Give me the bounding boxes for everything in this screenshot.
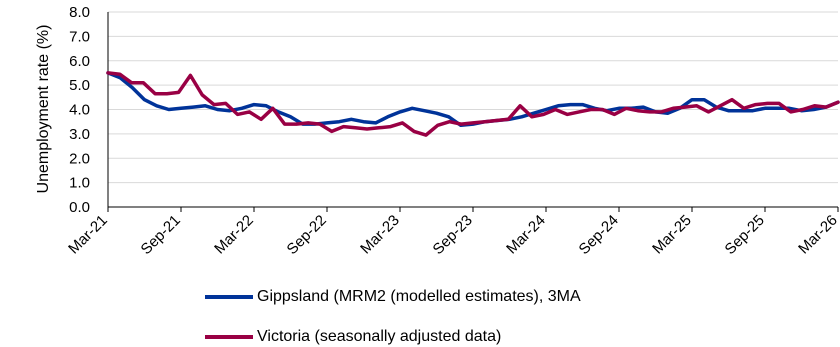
x-axis: Mar-21 Sep-21 Mar-22 Sep-22 Mar-23 Sep-23 Mar-… — [65, 206, 840, 258]
x-tick-label: Mar-26 — [795, 212, 840, 258]
y-tick-label: 3.0 — [69, 126, 90, 143]
legend-label-victoria: Victoria (seasonally adjusted data) — [257, 328, 502, 345]
series-line-gippsland — [106, 71, 840, 128]
gridlines — [108, 11, 838, 184]
x-tick-label: Sep-21 — [138, 212, 184, 258]
y-tick-label: 8.0 — [69, 4, 90, 21]
y-tick-label: 2.0 — [69, 150, 90, 167]
y-tick-label: 4.0 — [69, 102, 90, 119]
x-tick-label: Mar-24 — [503, 212, 549, 258]
legend-item-gippsland: Gippsland (MRM2 (modelled estimates), 3M… — [205, 288, 581, 306]
legend-label-gippsland: Gippsland (MRM2 (modelled estimates), 3M… — [257, 288, 581, 305]
gippsland-swatch — [205, 295, 253, 299]
victoria-swatch — [205, 335, 253, 339]
x-tick-label: Mar-21 — [65, 212, 111, 258]
x-tick-label: Sep-22 — [284, 212, 330, 258]
x-tick-label: Sep-23 — [430, 212, 476, 258]
x-tick-label: Sep-25 — [722, 212, 768, 258]
y-tick-label: 0.0 — [69, 199, 90, 216]
series-lines — [106, 71, 840, 137]
legend-item-victoria: Victoria (seasonally adjusted data) — [205, 328, 501, 346]
series-line-victoria — [106, 71, 840, 137]
y-tick-label: 7.0 — [69, 28, 90, 45]
y-tick-label: 5.0 — [69, 77, 90, 94]
y-tick-label: 1.0 — [69, 175, 90, 192]
x-tick-label: Mar-23 — [357, 212, 403, 258]
y-axis: 0.0 1.0 2.0 3.0 4.0 5.0 6.0 7.0 8.0 — [69, 4, 109, 216]
x-tick-label: Mar-25 — [649, 212, 695, 258]
y-tick-label: 6.0 — [69, 53, 90, 70]
x-tick-label: Sep-24 — [576, 212, 622, 258]
x-tick-label: Mar-22 — [211, 212, 257, 258]
y-axis-title: Unemployment rate (%) — [35, 25, 52, 194]
